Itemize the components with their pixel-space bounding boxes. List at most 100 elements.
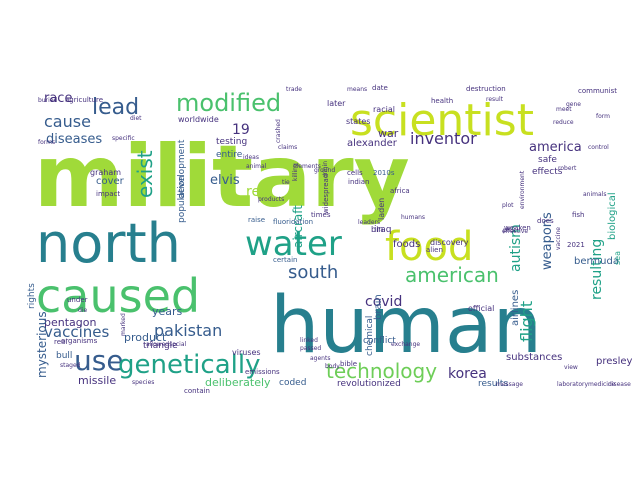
word-biological: biological xyxy=(607,192,618,240)
word-entire: entire xyxy=(216,150,243,160)
word-coded: coded xyxy=(279,378,306,388)
word-animals: animals xyxy=(583,191,606,198)
word-war: war xyxy=(378,127,399,140)
word-impact: impact xyxy=(96,190,120,198)
word-north: north xyxy=(36,212,181,275)
word-view: view xyxy=(564,364,578,371)
word-weaken: weaken xyxy=(504,224,531,232)
word-staged: staged xyxy=(60,362,81,369)
word-exchange: exchange xyxy=(391,341,420,348)
word-products: products xyxy=(258,196,284,203)
word-certain: certain xyxy=(273,256,297,264)
word-passed: passed xyxy=(300,345,321,352)
word-pentagon: pentagon xyxy=(44,316,96,329)
word-elements: elements xyxy=(293,163,321,170)
word-reduce: reduce xyxy=(553,119,574,126)
word-killing: killing xyxy=(292,163,299,181)
word-cells: cells xyxy=(347,169,363,177)
word-buried: buried xyxy=(38,97,57,104)
word-worldwide: worldwide xyxy=(178,115,219,124)
word-exist: exist xyxy=(133,150,157,198)
word-viruses: viruses xyxy=(232,348,261,357)
word-airlines: airlines xyxy=(510,290,521,326)
word-effects: effects xyxy=(532,167,563,177)
word-message: message xyxy=(496,381,523,388)
word-ideas: ideas xyxy=(243,154,259,161)
word-health: health xyxy=(431,97,453,105)
word-states: states xyxy=(346,117,370,126)
word-laboratory: laboratory xyxy=(557,381,588,388)
word-bible: bible xyxy=(340,360,357,368)
word-trade: trade xyxy=(286,86,302,93)
word-iraq: iraq xyxy=(374,225,391,235)
word-substances: substances xyxy=(506,352,562,363)
word-claims: claims xyxy=(278,144,297,151)
word-organisms: organisms xyxy=(61,337,98,345)
word-indian: indian xyxy=(348,178,370,186)
word-pilot: pilot xyxy=(503,227,517,234)
word-testing: testing xyxy=(216,137,247,147)
word-africa: africa xyxy=(390,187,410,195)
word-disease: disease xyxy=(608,381,631,388)
word-covid: covid xyxy=(365,294,402,310)
word-species: species xyxy=(132,379,154,386)
word-body: body xyxy=(325,363,340,370)
word-revolutionized: revolutionized xyxy=(337,379,401,389)
word-date: date xyxy=(372,84,388,92)
word-cause: cause xyxy=(44,112,91,131)
word-animal: animal xyxy=(246,163,267,170)
word-scientist: scientist xyxy=(350,95,534,146)
word-widespread: widespread xyxy=(322,174,330,214)
word-official: official xyxy=(468,304,494,313)
word-modified: modified xyxy=(176,89,281,117)
word-alexander: alexander xyxy=(347,138,398,149)
word-aircraft: aircraft xyxy=(291,205,305,248)
word-population: population xyxy=(177,175,187,223)
word-development: development xyxy=(177,139,187,199)
word-pakistan: pakistan xyxy=(154,321,222,340)
word-inventor: inventor xyxy=(410,129,477,148)
word-result: result xyxy=(486,96,504,103)
word-leaders: leaders xyxy=(358,219,380,226)
word-under: under xyxy=(67,296,88,304)
word-means: means xyxy=(347,86,367,93)
word-military: military xyxy=(34,127,410,227)
word-ground: ground xyxy=(314,167,335,174)
word-destruction: destruction xyxy=(466,85,506,93)
word-product: product xyxy=(124,331,167,344)
word-origin: origin xyxy=(322,161,329,178)
word-results: results xyxy=(478,379,508,389)
word-communist: communist xyxy=(578,87,617,95)
word-vaccines: vaccines xyxy=(44,323,109,341)
word-water: water xyxy=(245,224,342,264)
word-caused: caused xyxy=(36,269,200,323)
word-contain: contain xyxy=(184,387,210,395)
word-does: does xyxy=(537,217,554,225)
word-presley: presley xyxy=(596,356,633,367)
word-environment: environment xyxy=(519,170,526,209)
word-missile: missile xyxy=(78,374,116,387)
word-food: food xyxy=(385,224,473,270)
word-laden: laden xyxy=(377,198,386,220)
word-chemical: chemical xyxy=(365,316,375,356)
word-control: control xyxy=(588,144,609,151)
word-discovery: discovery xyxy=(430,238,469,247)
word-rights: rights xyxy=(27,283,37,309)
word-safe: safe xyxy=(538,155,557,165)
word-gene: gene xyxy=(566,101,581,108)
word-die: die xyxy=(78,307,87,314)
word-diet: diet xyxy=(130,115,142,122)
word-plot: plot xyxy=(502,202,514,209)
word-diseases: diseases xyxy=(46,132,102,147)
word-graham: graham xyxy=(90,168,121,177)
word-robert: robert xyxy=(558,165,577,172)
word-flight: flight xyxy=(517,301,536,342)
word-later: later xyxy=(327,99,346,108)
word-fish: fish xyxy=(572,211,585,219)
word-bull: bull xyxy=(56,351,72,361)
word-raise: raise xyxy=(248,216,265,224)
word-american: american xyxy=(405,263,499,287)
word-fluoridation: fluoridation xyxy=(273,218,313,226)
word-human: human xyxy=(270,281,542,371)
